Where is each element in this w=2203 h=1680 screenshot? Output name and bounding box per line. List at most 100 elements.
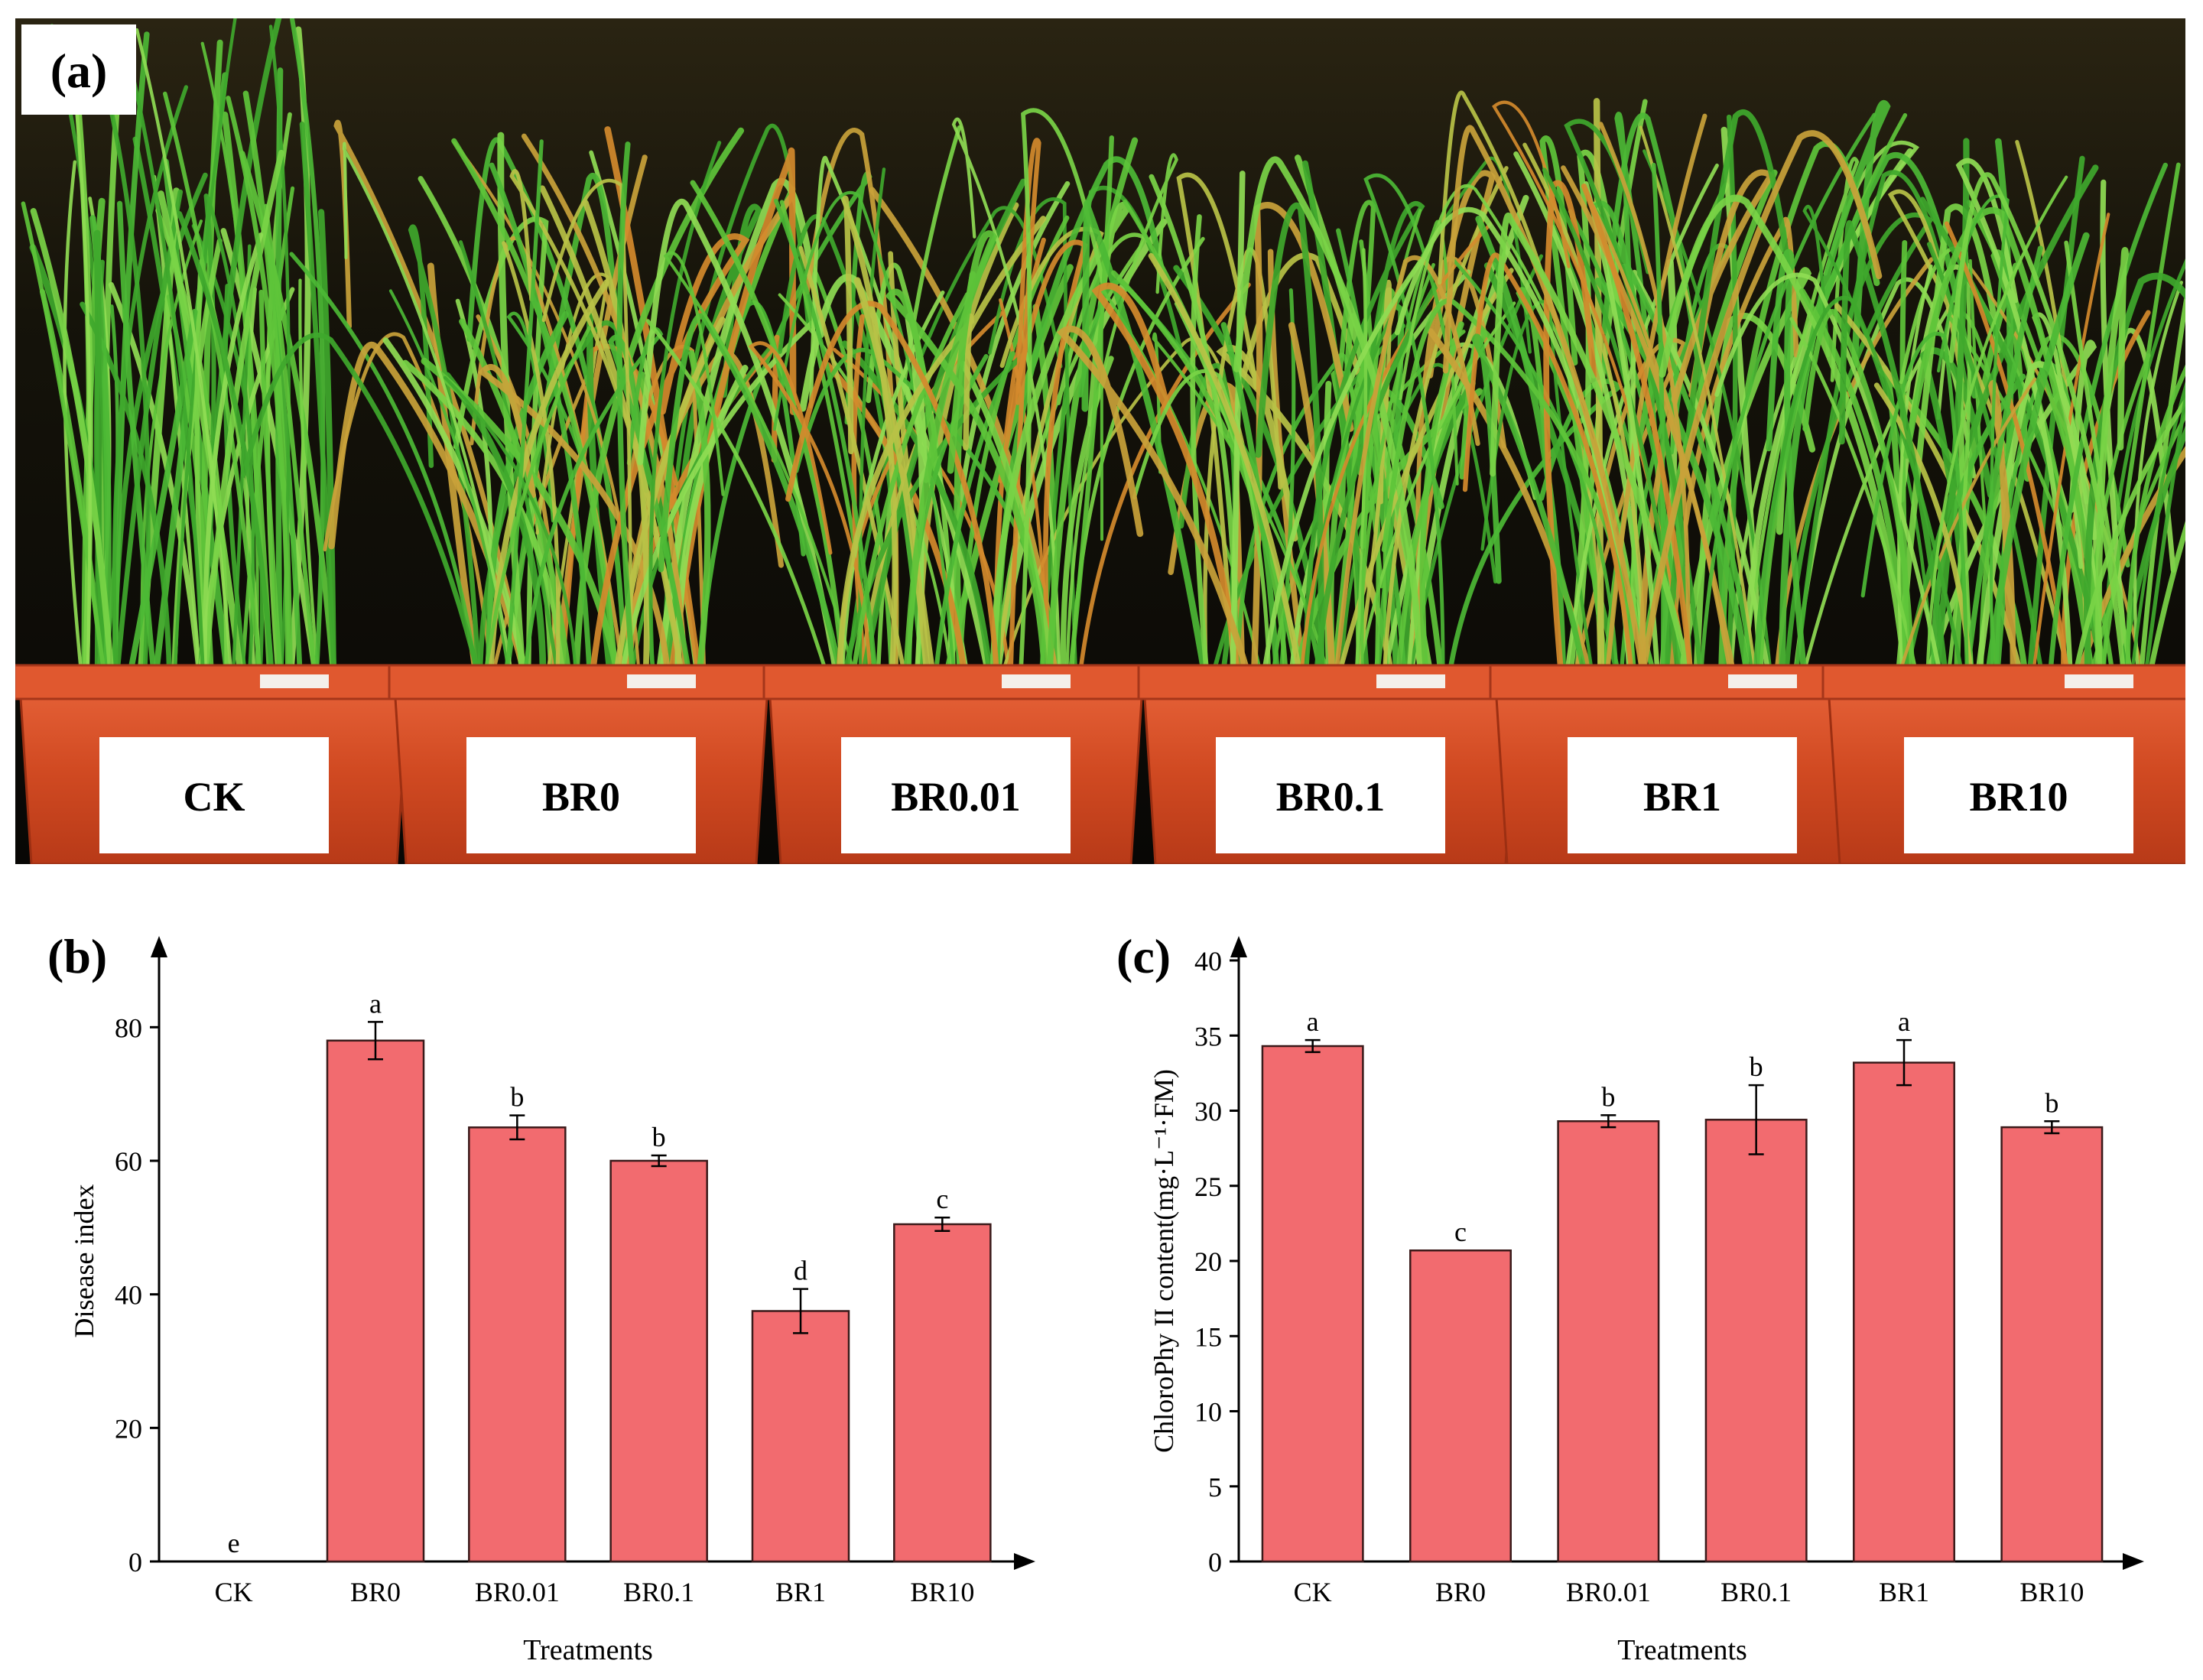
grass-blade	[1176, 172, 1259, 694]
pot-tag	[1376, 674, 1445, 688]
y-tick-label: 20	[115, 1413, 142, 1444]
grass-blade	[696, 171, 872, 694]
grass-blade	[648, 141, 722, 694]
grass-blade	[2083, 272, 2185, 695]
pot-label-box	[1904, 737, 2133, 853]
y-tick-label: 5	[1208, 1472, 1222, 1503]
grass-blade	[1091, 282, 1243, 695]
grass-blade	[2097, 162, 2181, 694]
grass-blade	[1766, 249, 1809, 694]
x-axis-label: Treatments	[1617, 1634, 1747, 1666]
grass-blade	[489, 162, 593, 694]
pot-label-br0-1: BR0.1	[1276, 774, 1386, 820]
grass-blade	[2143, 521, 2185, 694]
bar	[1261, 1045, 1364, 1563]
grass-blade	[1636, 130, 1883, 695]
grass-blade	[117, 200, 158, 694]
grass-blade	[63, 160, 85, 694]
grass-blade	[1057, 325, 1256, 695]
panel-label: (b)	[47, 929, 107, 983]
grass-blade	[1770, 295, 1967, 694]
grass-blade	[839, 352, 1027, 694]
y-tick-label: 30	[1194, 1097, 1222, 1127]
grass-blade	[2095, 246, 2129, 695]
grass-blade	[1233, 156, 1425, 695]
y-tick-label: 10	[1194, 1397, 1222, 1428]
pot-label-box	[466, 737, 696, 853]
pot-rim	[762, 664, 1149, 700]
significance-letter: b	[652, 1122, 666, 1152]
grass-blade	[1798, 288, 1909, 694]
x-axis-label: Treatments	[523, 1634, 653, 1666]
y-axis-label: Disease index	[69, 1184, 99, 1338]
bar	[1557, 1120, 1660, 1563]
significance-letter: b	[2045, 1087, 2058, 1118]
y-tick-label: 80	[115, 1012, 142, 1043]
x-tick-label: BR1	[775, 1577, 826, 1607]
grass-blade	[290, 18, 326, 694]
pot-tag	[1002, 674, 1071, 688]
grass-blade	[1792, 170, 1971, 694]
grass-blade	[123, 308, 198, 694]
rice-seedlings	[21, 18, 2185, 695]
grass-blade	[2133, 281, 2183, 694]
grass-blade	[1802, 309, 1915, 694]
x-tick-label: BR10	[910, 1577, 974, 1607]
disease-index-chart: (b) 0 20 40 60 80 Disease index e CK a BR0 b BR0.01 b…	[47, 929, 1035, 1666]
grass-blade	[785, 301, 1001, 694]
grass-blade	[853, 277, 932, 695]
significance-letter: b	[1750, 1051, 1763, 1082]
grass-blade	[610, 317, 726, 694]
grass-blade	[1598, 122, 1691, 694]
grass-blade	[885, 288, 1049, 695]
grass-blade	[1017, 108, 1109, 694]
grass-blade	[2141, 388, 2185, 694]
grass-blade	[1259, 259, 1423, 694]
x-axis-arrow	[1014, 1553, 1035, 1570]
grass-blade	[1255, 202, 1325, 695]
bar	[1704, 1119, 1808, 1563]
y-axis-arrow	[1230, 936, 1247, 957]
grass-blade	[2069, 397, 2185, 694]
pot-rim	[388, 664, 775, 700]
significance-letter: a	[369, 988, 382, 1019]
grass-blade	[2136, 290, 2185, 694]
grass-blade	[1987, 379, 2016, 694]
pot-tag	[627, 674, 696, 688]
grass-blade	[1490, 212, 1697, 694]
grass-blade	[1075, 282, 1251, 694]
grass-blade	[123, 42, 206, 694]
grass-blade	[1081, 200, 1211, 695]
bar	[893, 1223, 992, 1563]
significance-letter: b	[1601, 1081, 1615, 1112]
grass-blade	[1782, 212, 1934, 694]
grass-blade	[658, 313, 848, 694]
grass-blade	[1659, 194, 1911, 695]
grass-blade	[480, 326, 592, 694]
grass-blade	[502, 241, 560, 694]
grass-blade	[1227, 252, 1427, 694]
grass-blade	[1698, 112, 1876, 694]
grass-blade	[239, 151, 338, 694]
pot-label-box	[841, 737, 1071, 853]
significance-letter: c	[936, 1184, 948, 1214]
plant-photo: CK BR0 BR0.01 BR0.1 BR1 BR10 (a)	[15, 18, 2185, 864]
pot-rim	[1137, 664, 1524, 700]
grass-blade	[841, 340, 995, 694]
grass-blade	[1982, 232, 2090, 695]
grass-blade	[1359, 239, 1381, 694]
bar	[1853, 1061, 1955, 1563]
grass-blade	[1381, 166, 1509, 694]
significance-letter: c	[1454, 1217, 1467, 1247]
grass-blade	[258, 289, 284, 694]
panel-label: (c)	[1116, 929, 1171, 983]
bar	[751, 1310, 850, 1563]
significance-letter: a	[1898, 1006, 1910, 1037]
pot-label-br0: BR0	[542, 774, 620, 820]
grass-blade	[1566, 149, 1624, 694]
grass-blade	[1714, 272, 1946, 694]
pot-label-box	[1568, 737, 1797, 853]
grass-blade	[135, 28, 235, 694]
chlorophyll-content-chart: (c) 0 5 10 15 20 25 30 35 40 ChloroPhy II content(…	[1116, 929, 2144, 1666]
pot-label-ck: CK	[184, 774, 245, 820]
